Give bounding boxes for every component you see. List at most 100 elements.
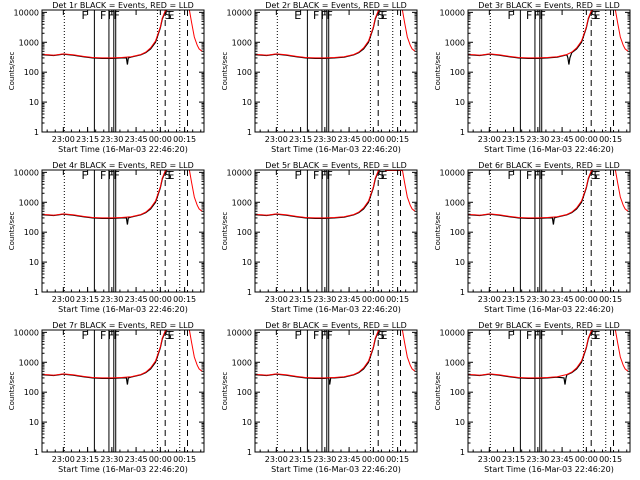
event-label: S bbox=[378, 9, 385, 22]
y-tick-label: 1 bbox=[460, 128, 465, 137]
event-label: F bbox=[327, 169, 333, 182]
series-lld-decay-line bbox=[188, 329, 203, 372]
x-tick-label: 00:15 bbox=[599, 455, 622, 464]
event-label: F bbox=[534, 9, 540, 22]
y-tick-label: 1000 bbox=[232, 358, 252, 367]
x-tick-label: 23:15 bbox=[289, 135, 312, 144]
panel-title: Det 3r BLACK = Events, RED = LLD bbox=[478, 1, 620, 10]
x-axis-label: Start Time (16-Mar-03 22:46:20) bbox=[484, 465, 614, 474]
event-label: F bbox=[540, 9, 546, 22]
event-label: S bbox=[591, 169, 598, 182]
x-tick-label: 00:15 bbox=[599, 135, 622, 144]
y-tick-label: 10 bbox=[242, 98, 252, 107]
x-tick-label: 23:00 bbox=[478, 295, 501, 304]
y-tick-label: 10 bbox=[455, 98, 465, 107]
series-lld-decay-line bbox=[614, 329, 629, 372]
x-tick-label: 23:00 bbox=[265, 295, 288, 304]
x-tick-label: 00:00 bbox=[149, 295, 172, 304]
x-axis-label: Start Time (16-Mar-03 22:46:20) bbox=[484, 145, 614, 154]
y-tick-label: 10 bbox=[455, 418, 465, 427]
x-axis-label: Start Time (16-Mar-03 22:46:20) bbox=[271, 465, 401, 474]
event-label: F bbox=[321, 329, 327, 342]
y-tick-label: 100 bbox=[237, 388, 252, 397]
x-tick-label: 00:15 bbox=[386, 135, 409, 144]
y-tick-label: 1 bbox=[460, 448, 465, 457]
x-tick-label: 23:45 bbox=[551, 295, 574, 304]
y-axis-label: Counts/sec bbox=[434, 212, 442, 251]
x-tick-label: 00:00 bbox=[362, 455, 385, 464]
x-tick-label: 00:15 bbox=[599, 295, 622, 304]
x-tick-label: 23:45 bbox=[338, 135, 361, 144]
plot-frame bbox=[254, 329, 418, 453]
y-axis-label: Counts/sec bbox=[8, 212, 16, 251]
y-tick-label: 1000 bbox=[232, 198, 252, 207]
series-lld-line bbox=[467, 329, 594, 379]
event-label: E bbox=[294, 9, 301, 22]
event-label: F bbox=[114, 329, 120, 342]
panel-title: Det 9r BLACK = Events, RED = LLD bbox=[478, 321, 620, 330]
y-tick-label: 10000 bbox=[227, 168, 252, 177]
x-tick-label: 00:00 bbox=[575, 295, 598, 304]
event-label: F bbox=[327, 329, 333, 342]
event-label: F bbox=[508, 329, 514, 342]
series-lld-line bbox=[41, 169, 168, 219]
series-lld-line bbox=[41, 9, 168, 59]
plot-frame bbox=[254, 169, 418, 293]
event-label: F bbox=[82, 169, 88, 182]
y-tick-label: 10 bbox=[455, 258, 465, 267]
panel-title: Det 4r BLACK = Events, RED = LLD bbox=[52, 161, 194, 170]
x-tick-label: 00:15 bbox=[386, 455, 409, 464]
y-tick-label: 100 bbox=[237, 68, 252, 77]
x-tick-label: 00:15 bbox=[173, 295, 196, 304]
x-tick-label: 23:30 bbox=[313, 295, 336, 304]
plot-frame bbox=[41, 169, 205, 293]
y-tick-label: 1000 bbox=[19, 358, 39, 367]
y-tick-label: 1000 bbox=[232, 38, 252, 47]
x-tick-label: 23:00 bbox=[478, 455, 501, 464]
x-tick-label: 00:15 bbox=[173, 135, 196, 144]
series-lld-line bbox=[254, 9, 381, 59]
y-axis-label: Counts/sec bbox=[434, 52, 442, 91]
y-axis-label: Counts/sec bbox=[434, 372, 442, 411]
event-label: E bbox=[168, 329, 175, 342]
series-lld-line bbox=[41, 329, 168, 379]
x-tick-label: 00:00 bbox=[149, 135, 172, 144]
y-tick-label: 10000 bbox=[440, 8, 465, 17]
x-tick-label: 23:15 bbox=[76, 455, 99, 464]
x-tick-label: 23:30 bbox=[100, 295, 123, 304]
x-tick-label: 23:15 bbox=[502, 295, 525, 304]
x-tick-label: 00:00 bbox=[149, 455, 172, 464]
x-tick-label: 00:00 bbox=[575, 135, 598, 144]
event-label: F bbox=[526, 169, 532, 182]
y-tick-label: 1000 bbox=[19, 38, 39, 47]
y-axis-label: Counts/sec bbox=[221, 372, 229, 411]
y-tick-label: 10000 bbox=[14, 8, 39, 17]
series-lld-decay-line bbox=[401, 9, 416, 52]
x-tick-label: 23:45 bbox=[125, 295, 148, 304]
x-tick-label: 00:00 bbox=[575, 455, 598, 464]
x-axis-label: Start Time (16-Mar-03 22:46:20) bbox=[271, 145, 401, 154]
plot-frame bbox=[467, 169, 631, 293]
y-tick-label: 10000 bbox=[440, 168, 465, 177]
event-label: E bbox=[168, 9, 175, 22]
plot-frame bbox=[467, 9, 631, 133]
x-axis-label: Start Time (16-Mar-03 22:46:20) bbox=[271, 305, 401, 314]
y-tick-label: 1 bbox=[34, 128, 39, 137]
event-label: F bbox=[540, 169, 546, 182]
y-tick-label: 10 bbox=[242, 418, 252, 427]
series-lld-line bbox=[467, 169, 594, 219]
series-lld-decay-line bbox=[401, 329, 416, 372]
panel-title: Det 6r BLACK = Events, RED = LLD bbox=[478, 161, 620, 170]
x-axis-label: Start Time (16-Mar-03 22:46:20) bbox=[58, 145, 188, 154]
event-label: E bbox=[381, 329, 388, 342]
x-tick-label: 23:45 bbox=[125, 135, 148, 144]
event-label: F bbox=[114, 9, 120, 22]
event-label: F bbox=[313, 9, 319, 22]
event-label: F bbox=[108, 169, 114, 182]
event-label: F bbox=[100, 329, 106, 342]
y-tick-label: 1000 bbox=[19, 198, 39, 207]
